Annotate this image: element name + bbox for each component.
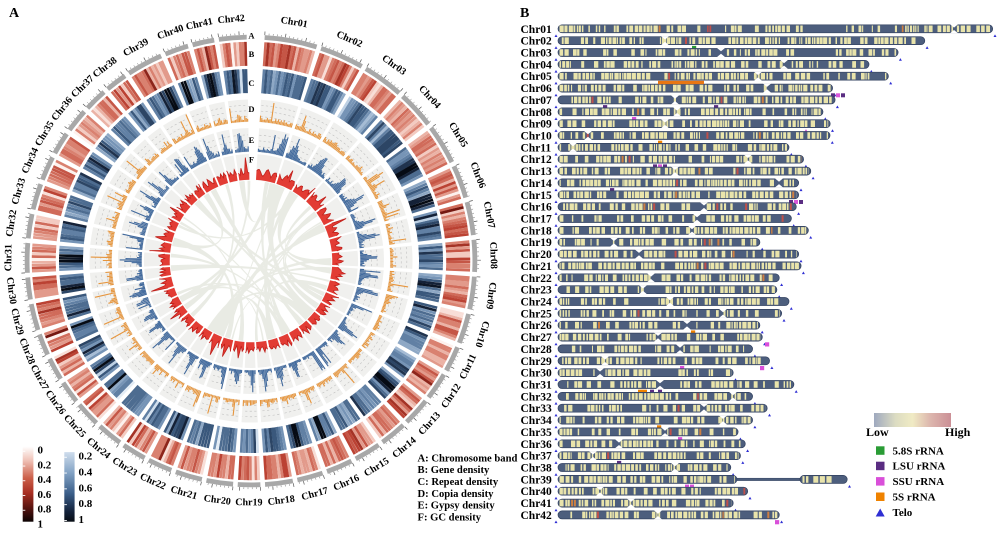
svg-text:Chr20: Chr20 — [521, 249, 553, 261]
svg-text:1: 1 — [38, 519, 44, 529]
svg-text:Chr23: Chr23 — [521, 285, 553, 297]
svg-text:Chr41: Chr41 — [521, 498, 553, 510]
svg-text:Chr04: Chr04 — [521, 59, 553, 71]
svg-text:Chr25: Chr25 — [521, 308, 553, 320]
svg-text:Chr01: Chr01 — [521, 24, 553, 36]
svg-text:F: F — [249, 154, 254, 164]
svg-text:5S rRNA: 5S rRNA — [893, 492, 936, 504]
svg-text:Chr37: Chr37 — [521, 451, 553, 463]
svg-text:Chr30: Chr30 — [521, 368, 553, 380]
svg-text:Chr05: Chr05 — [521, 71, 553, 83]
svg-text:Chr35: Chr35 — [521, 427, 553, 439]
svg-text:A: A — [9, 6, 20, 21]
svg-text:C: Repeat density: C: Repeat density — [418, 477, 499, 488]
svg-text:1: 1 — [79, 514, 85, 526]
svg-text:Chr39: Chr39 — [521, 474, 553, 486]
svg-text:0.2: 0.2 — [38, 459, 52, 471]
svg-text:Chr34: Chr34 — [521, 415, 553, 427]
svg-text:Chr12: Chr12 — [521, 154, 553, 166]
svg-text:Chr17: Chr17 — [521, 214, 553, 226]
svg-text:Chr33: Chr33 — [521, 403, 553, 415]
svg-text:Chr13: Chr13 — [521, 166, 553, 178]
svg-text:0.8: 0.8 — [79, 498, 93, 510]
svg-text:Chr20: Chr20 — [203, 493, 232, 508]
svg-text:D: Copia density: D: Copia density — [418, 489, 495, 500]
svg-text:Chr08: Chr08 — [521, 107, 553, 119]
svg-text:5.8S rRNA: 5.8S rRNA — [893, 445, 944, 457]
svg-text:Chr32: Chr32 — [4, 209, 19, 238]
svg-text:Chr40: Chr40 — [521, 486, 553, 498]
svg-text:Chr11: Chr11 — [521, 142, 552, 154]
svg-text:Chr14: Chr14 — [521, 178, 553, 190]
svg-text:0.4: 0.4 — [79, 467, 93, 479]
svg-text:Chr31: Chr31 — [521, 380, 553, 392]
svg-text:Chr07: Chr07 — [521, 95, 553, 107]
svg-text:Chr19: Chr19 — [521, 237, 553, 249]
svg-text:Chr03: Chr03 — [521, 48, 553, 60]
svg-text:Chr18: Chr18 — [521, 225, 553, 237]
svg-text:C: C — [248, 78, 254, 88]
svg-text:LSU rRNA: LSU rRNA — [893, 461, 946, 473]
svg-text:F: GC density: F: GC density — [418, 513, 482, 524]
svg-text:Chr21: Chr21 — [521, 261, 553, 273]
svg-text:Chr31: Chr31 — [3, 244, 14, 271]
svg-text:0.4: 0.4 — [38, 474, 52, 486]
svg-text:Chr10: Chr10 — [521, 131, 553, 143]
svg-text:Chr28: Chr28 — [521, 344, 553, 356]
svg-text:Chr15: Chr15 — [521, 190, 553, 202]
svg-text:Chr38: Chr38 — [521, 463, 553, 475]
svg-text:Chr24: Chr24 — [521, 297, 553, 309]
svg-text:High: High — [945, 425, 971, 439]
svg-text:Chr22: Chr22 — [521, 273, 553, 285]
svg-text:Low: Low — [866, 425, 889, 439]
svg-text:Telo: Telo — [893, 507, 913, 519]
svg-text:Chr19: Chr19 — [235, 497, 262, 508]
svg-text:Chr09: Chr09 — [521, 119, 553, 131]
svg-text:Chr08: Chr08 — [487, 242, 499, 269]
svg-text:Chr06: Chr06 — [521, 83, 553, 95]
svg-text:Chr27: Chr27 — [521, 332, 553, 344]
svg-text:0.6: 0.6 — [38, 489, 52, 501]
svg-text:Chr26: Chr26 — [521, 320, 553, 332]
svg-text:Chr30: Chr30 — [4, 276, 18, 304]
svg-text:A: Chromosome band: A: Chromosome band — [418, 453, 518, 464]
svg-text:B: B — [249, 49, 255, 59]
svg-text:D: D — [248, 104, 254, 114]
svg-text:Chr09: Chr09 — [483, 281, 498, 310]
svg-text:0.8: 0.8 — [38, 504, 52, 516]
svg-text:Chr32: Chr32 — [521, 391, 553, 403]
svg-text:0: 0 — [38, 445, 44, 457]
svg-text:Chr01: Chr01 — [280, 15, 309, 31]
svg-text:B: B — [520, 6, 529, 21]
svg-text:Chr07: Chr07 — [481, 201, 497, 230]
svg-text:Chr29: Chr29 — [521, 356, 553, 368]
svg-text:Chr18: Chr18 — [267, 494, 295, 508]
svg-text:0.6: 0.6 — [79, 482, 93, 494]
svg-text:Chr42: Chr42 — [217, 13, 245, 26]
svg-text:0.2: 0.2 — [79, 451, 93, 463]
svg-text:Chr36: Chr36 — [521, 439, 553, 451]
svg-text:B: Gene density: B: Gene density — [418, 465, 491, 476]
svg-text:SSU rRNA: SSU rRNA — [893, 476, 945, 488]
svg-text:Chr16: Chr16 — [521, 202, 553, 214]
svg-text:E: E — [249, 135, 255, 145]
svg-text:Chr42: Chr42 — [521, 510, 553, 522]
svg-text:A: A — [248, 30, 255, 40]
svg-text:Chr02: Chr02 — [521, 36, 553, 48]
svg-text:E: Gypsy density: E: Gypsy density — [418, 501, 496, 512]
